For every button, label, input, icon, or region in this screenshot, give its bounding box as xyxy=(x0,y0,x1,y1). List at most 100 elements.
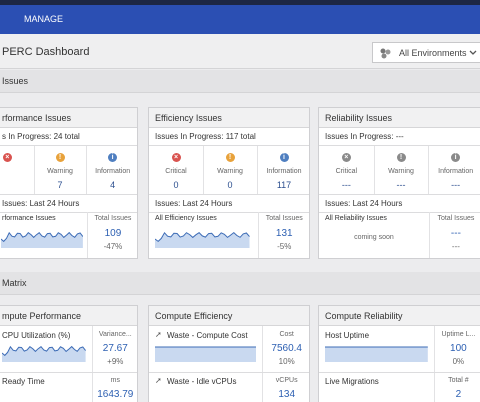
card-title: rformance Issues xyxy=(0,108,137,128)
level-label: Warning xyxy=(47,168,73,175)
level-value: 4 xyxy=(110,180,116,190)
divider xyxy=(319,212,480,213)
level-icon: i xyxy=(451,153,461,162)
row-label: Ready Time xyxy=(2,377,45,386)
row-icon: ➚ xyxy=(155,376,162,385)
dropdown-icon xyxy=(380,48,391,59)
column-divider xyxy=(91,326,93,402)
level-icon: × xyxy=(341,153,351,162)
issue-card: rformance Issues s In Progress: 24 total ×… xyxy=(0,107,138,259)
divider xyxy=(149,194,309,195)
metric-label: vCPUs xyxy=(275,377,298,384)
level-value: --- xyxy=(396,180,406,190)
environment-dropdown[interactable]: All Environments xyxy=(372,42,480,63)
divider xyxy=(149,372,309,373)
card-title: mpute Performance xyxy=(0,306,137,326)
total-label: Total Issues xyxy=(437,215,475,222)
total-value: 131 xyxy=(275,228,293,239)
metric-value: 1643.79 xyxy=(97,389,134,400)
metric-change: +9% xyxy=(107,357,124,366)
metric-label: Uptime L... xyxy=(441,331,476,338)
divider xyxy=(0,212,137,213)
level-value: --- xyxy=(451,180,461,190)
metric-label: ms xyxy=(110,377,120,384)
level-label: Critical xyxy=(335,168,358,175)
metric-change: 0% xyxy=(452,357,465,366)
column-divider xyxy=(262,326,264,402)
level-label: Warning xyxy=(217,168,243,175)
row-label: CPU Utilization (%) xyxy=(2,331,71,340)
total-label: Total Issues xyxy=(265,215,303,222)
level-label: Critical xyxy=(165,168,187,175)
card-title: Efficiency Issues xyxy=(149,108,309,128)
sparkline xyxy=(155,346,257,362)
top-strip xyxy=(0,0,480,5)
level-value: 117 xyxy=(276,180,292,190)
metric-value: 2 xyxy=(455,389,462,400)
nav-tab[interactable]: MANAGE xyxy=(24,14,64,24)
level-value: --- xyxy=(341,180,351,190)
column-divider xyxy=(428,146,430,194)
metric-value: 134 xyxy=(278,389,296,400)
card-title: Reliability Issues xyxy=(319,108,480,128)
row-label: Waste - Compute Cost xyxy=(167,331,248,340)
section-title: Matrix xyxy=(2,278,27,288)
level-icon: ! xyxy=(225,153,235,162)
period-label: Issues: Last 24 Hours xyxy=(325,199,403,208)
level-label: Information xyxy=(266,168,302,175)
total-change: --- xyxy=(451,242,460,251)
sparkline xyxy=(1,231,83,248)
total-label: Total Issues xyxy=(94,215,132,222)
divider xyxy=(319,194,480,195)
divider xyxy=(149,212,309,213)
level-label: Information xyxy=(95,168,131,175)
level-value: 7 xyxy=(57,180,63,190)
dropdown-label: All Environments xyxy=(399,48,467,58)
card-title: Compute Efficiency xyxy=(149,306,309,326)
period-label: Issues: Last 24 Hours xyxy=(155,199,233,208)
metric-value: 100 xyxy=(450,343,467,354)
total-change: -47% xyxy=(103,242,123,251)
row-label: Waste - Idle vCPUs xyxy=(167,377,237,386)
divider xyxy=(149,145,309,146)
divider xyxy=(319,145,480,146)
level-icon: i xyxy=(279,153,289,162)
matrix-card: Compute Reliability Host Uptime Uptime L..… xyxy=(318,305,480,402)
level-label: Warning xyxy=(388,168,414,175)
column-divider xyxy=(373,146,375,194)
chart-label: All Efficiency Issues xyxy=(155,215,217,222)
column-divider xyxy=(203,146,204,194)
row-label: Live Migrations xyxy=(325,377,379,386)
matrix-card: Compute Efficiency ➚ Waste - Compute Cost C… xyxy=(148,305,310,402)
level-value: 0 xyxy=(227,180,233,190)
total-change: -5% xyxy=(277,242,292,251)
column-divider xyxy=(33,146,35,194)
column-divider xyxy=(433,326,435,402)
total-value: 109 xyxy=(104,228,122,239)
section-header: Matrix xyxy=(0,272,480,295)
column-divider xyxy=(428,212,430,258)
page-title: PERC Dashboard xyxy=(2,46,90,58)
matrix-card: mpute Performance CPU Utilization (%) Vari… xyxy=(0,305,138,402)
level-icon: × xyxy=(2,153,12,162)
sparkline xyxy=(2,345,86,362)
metric-label: Cost xyxy=(279,331,294,338)
level-icon: i xyxy=(108,153,118,162)
level-value: 0 xyxy=(173,180,179,190)
divider xyxy=(319,372,480,373)
metric-label: Total # xyxy=(448,377,469,384)
metric-value: 27.67 xyxy=(102,343,128,354)
level-icon: ! xyxy=(396,153,406,162)
nav-bar: MANAGE xyxy=(0,5,480,34)
divider xyxy=(0,145,137,146)
level-icon: ! xyxy=(55,153,65,162)
row-icon: ➚ xyxy=(155,330,162,339)
section-header: Issues xyxy=(0,70,480,93)
sparkline xyxy=(325,346,428,362)
metric-change: 10% xyxy=(278,357,295,366)
divider xyxy=(0,372,137,373)
level-label: Information xyxy=(438,168,474,175)
card-title: Compute Reliability xyxy=(319,306,480,326)
level-icon: × xyxy=(171,153,181,162)
